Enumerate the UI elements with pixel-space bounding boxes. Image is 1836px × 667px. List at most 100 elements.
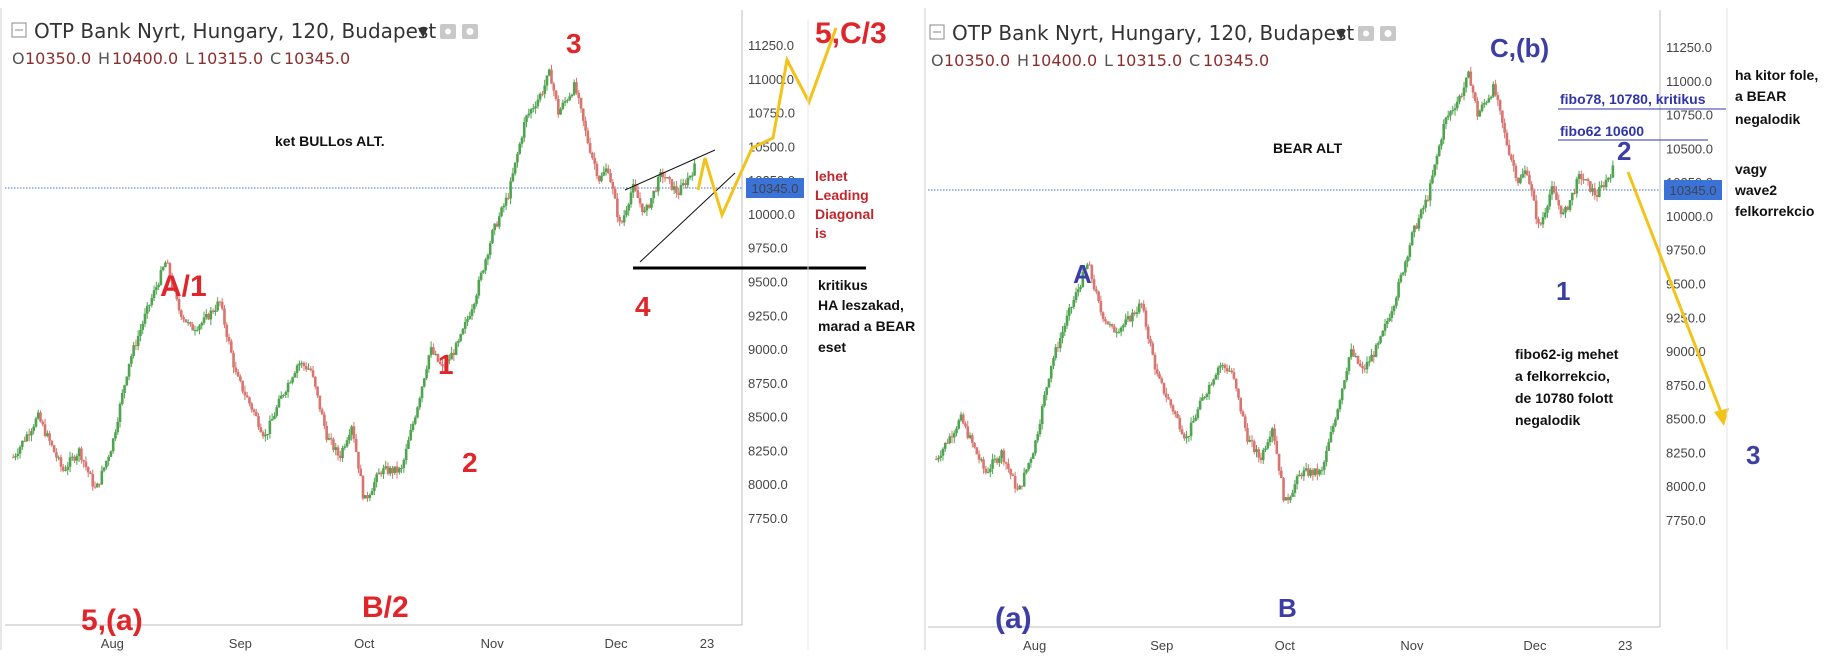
candle-body — [1167, 397, 1170, 400]
candle-body — [407, 440, 410, 449]
candle-body — [18, 446, 22, 454]
candle-body — [604, 168, 608, 173]
candle-body — [1004, 462, 1008, 464]
candle-body — [441, 363, 444, 367]
candle-body — [1270, 428, 1274, 437]
candle-body — [554, 90, 558, 99]
candle-body — [959, 414, 963, 421]
candle-body — [1602, 185, 1606, 188]
candle-body — [497, 216, 501, 227]
candle-body — [1300, 474, 1303, 477]
candle-body — [1162, 382, 1166, 394]
candle-body — [600, 175, 603, 182]
candle-body — [500, 207, 503, 217]
price-tick-label: 9250.0 — [748, 308, 788, 323]
candle-body — [1164, 393, 1168, 398]
candle-body — [1383, 323, 1387, 331]
left-chart-panel: OTP Bank Nyrt, Hungary, 120, Budapest ▾ … — [0, 8, 915, 651]
ohlc-readout: O 10350.0 H 10400.0 L 10315.0 C 10345.0 — [931, 51, 1269, 70]
candle-body — [995, 458, 999, 463]
candle-body — [1464, 77, 1468, 88]
candle-body — [243, 391, 247, 396]
candle-body — [229, 341, 233, 353]
candle-body — [520, 137, 524, 144]
diagonal-lower-line — [639, 172, 736, 263]
candle-body — [166, 262, 169, 264]
candle-body — [955, 428, 958, 434]
candle-body — [1401, 272, 1405, 275]
candle-body — [1570, 192, 1574, 201]
annotation-kritikus-2: HA leszakad, — [818, 297, 904, 313]
candle-body — [950, 436, 954, 438]
price-tick-label: 10000.0 — [748, 207, 795, 222]
projection-arrowhead-icon — [1714, 408, 1729, 426]
candle-body — [1298, 474, 1301, 477]
candle-body — [1548, 194, 1552, 207]
candle-body — [1381, 330, 1385, 337]
candle-body — [1155, 369, 1159, 374]
candle-body — [316, 386, 319, 396]
open-value: 10350.0 — [25, 49, 91, 68]
candle-body — [1377, 342, 1380, 345]
price-axis-labels: 11250.011000.010750.010500.010250.010000… — [1666, 40, 1713, 528]
candle-body — [395, 466, 399, 473]
candle-body — [198, 325, 201, 330]
collapse-icon[interactable] — [11, 22, 27, 38]
candle-body — [666, 177, 669, 179]
candle-body — [1379, 336, 1382, 343]
candle-body — [1049, 365, 1053, 379]
candle-body — [638, 198, 642, 204]
candle-body — [606, 168, 610, 174]
low-value: 10315.0 — [1116, 51, 1182, 70]
wave-label-5a: 5,(a) — [81, 604, 143, 637]
candle-body — [264, 434, 267, 437]
candle-body — [472, 303, 476, 310]
candle-body — [11, 457, 15, 459]
candles — [11, 64, 696, 502]
candle-body — [1345, 371, 1349, 381]
candle-body — [984, 468, 988, 473]
candle-body — [1255, 449, 1258, 452]
candle-body — [123, 385, 126, 393]
candle-body — [1201, 397, 1204, 401]
price-axis-labels: 11250.011000.010750.010500.010250.010000… — [748, 38, 795, 526]
candle-body — [1169, 399, 1173, 406]
chevron-down-icon[interactable]: ▾ — [418, 19, 428, 43]
candle-body — [1183, 434, 1186, 439]
candle-body — [1070, 307, 1073, 309]
candle-body — [579, 98, 583, 109]
right-yellow-projection — [1626, 171, 1726, 421]
candle-body — [448, 359, 451, 361]
candle-body — [1077, 289, 1080, 293]
candle-body — [348, 434, 351, 441]
candle-body — [1453, 108, 1457, 111]
candle-body — [164, 262, 167, 268]
candle-body — [1365, 361, 1369, 370]
candle-body — [136, 335, 140, 347]
chevron-down-icon[interactable]: ▾ — [1336, 21, 1346, 45]
candle-body — [1404, 261, 1407, 273]
candle-body — [375, 474, 378, 483]
candle-body — [1302, 470, 1306, 477]
candle-body — [66, 466, 70, 470]
candle-body — [1336, 409, 1340, 420]
candle-body — [1119, 327, 1123, 332]
price-tick-label: 9500.0 — [1666, 277, 1706, 292]
collapse-icon[interactable] — [929, 24, 945, 40]
candle-body — [48, 433, 51, 441]
candle-body — [145, 305, 149, 314]
candle-body — [1018, 485, 1021, 490]
candle-body — [418, 398, 422, 408]
wave-label-1: 1 — [438, 349, 454, 380]
candle-body — [946, 442, 949, 444]
candle-body — [1532, 190, 1536, 201]
wave-label-3: 3 — [1746, 440, 1760, 470]
candle-body — [332, 439, 335, 450]
candle-body — [1458, 95, 1461, 102]
candle-body — [1108, 324, 1112, 326]
candle-body — [409, 429, 412, 441]
candle-body — [393, 466, 397, 474]
candle-body — [309, 368, 313, 371]
candle-body — [89, 472, 92, 475]
candle-body — [293, 373, 297, 378]
